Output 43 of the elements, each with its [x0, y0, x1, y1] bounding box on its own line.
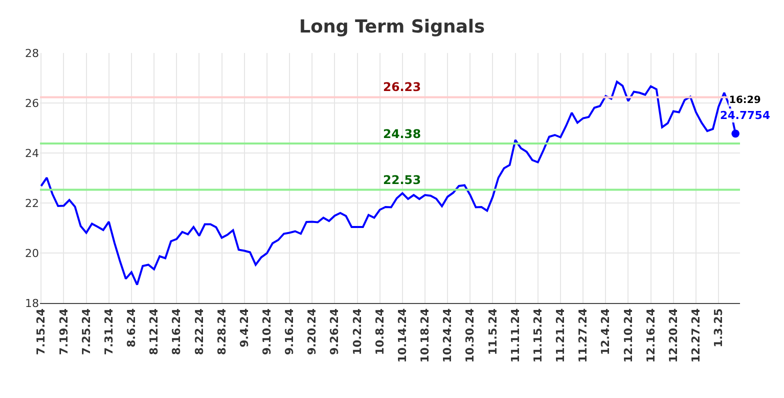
x-tick-label: 9.16.24 — [283, 308, 296, 356]
chart-title: Long Term Signals — [299, 16, 485, 38]
x-tick-label: 8.28.24 — [215, 308, 228, 356]
y-tick-label: 18 — [25, 296, 39, 310]
y-tick-label: 20 — [25, 246, 39, 260]
x-tick-label: 9.20.24 — [306, 308, 319, 356]
x-tick-label: 7.15.24 — [34, 308, 48, 356]
x-tick-label: 10.24.24 — [441, 308, 454, 363]
x-tick-label: 9.26.24 — [328, 308, 342, 356]
x-tick-label: 11.27.24 — [576, 308, 590, 363]
x-tick-label: 7.25.24 — [80, 308, 93, 356]
annotation: 16:29 — [729, 95, 761, 106]
x-tick-label: 10.30.24 — [464, 308, 477, 363]
x-tick-label: 7.31.24 — [102, 308, 116, 356]
x-tick-label: 7.19.24 — [57, 308, 70, 356]
ref-line-label: 26.23 — [383, 80, 421, 94]
x-tick-label: 9.4.24 — [238, 308, 251, 348]
x-tick-label: 11.11.24 — [508, 308, 522, 363]
x-tick-label: 10.18.24 — [418, 308, 432, 363]
x-tick-label: 12.20.24 — [666, 308, 680, 363]
y-tick-label: 24 — [25, 146, 39, 160]
x-tick-label: 10.8.24 — [373, 308, 386, 356]
x-tick-label: 8.12.24 — [148, 308, 161, 356]
x-tick-label: 8.16.24 — [170, 308, 184, 356]
y-tick-label: 26 — [25, 96, 39, 110]
ref-line-label: 24.38 — [383, 127, 421, 141]
x-tick-label: 8.6.24 — [125, 308, 138, 348]
x-tick-label: 1.3.25 — [712, 308, 726, 348]
x-tick-label: 12.27.24 — [690, 308, 703, 363]
x-tick-label: 11.21.24 — [554, 308, 568, 363]
x-tick-label: 12.10.24 — [622, 308, 635, 363]
x-tick-label: 10.2.24 — [350, 308, 364, 356]
x-tick-label: 11.5.24 — [486, 308, 500, 356]
x-tick-label: 9.10.24 — [260, 308, 274, 356]
y-tick-label: 22 — [25, 196, 39, 210]
x-tick-label: 8.22.24 — [192, 308, 206, 356]
x-tick-label: 12.16.24 — [644, 308, 658, 363]
ref-line-label: 22.53 — [383, 173, 421, 187]
x-tick-label: 12.4.24 — [599, 308, 612, 356]
data-label: 24.7754 — [720, 109, 770, 122]
x-tick-label: 11.15.24 — [531, 308, 544, 363]
y-tick-label: 28 — [25, 46, 39, 60]
x-tick-label: 10.14.24 — [396, 308, 409, 363]
